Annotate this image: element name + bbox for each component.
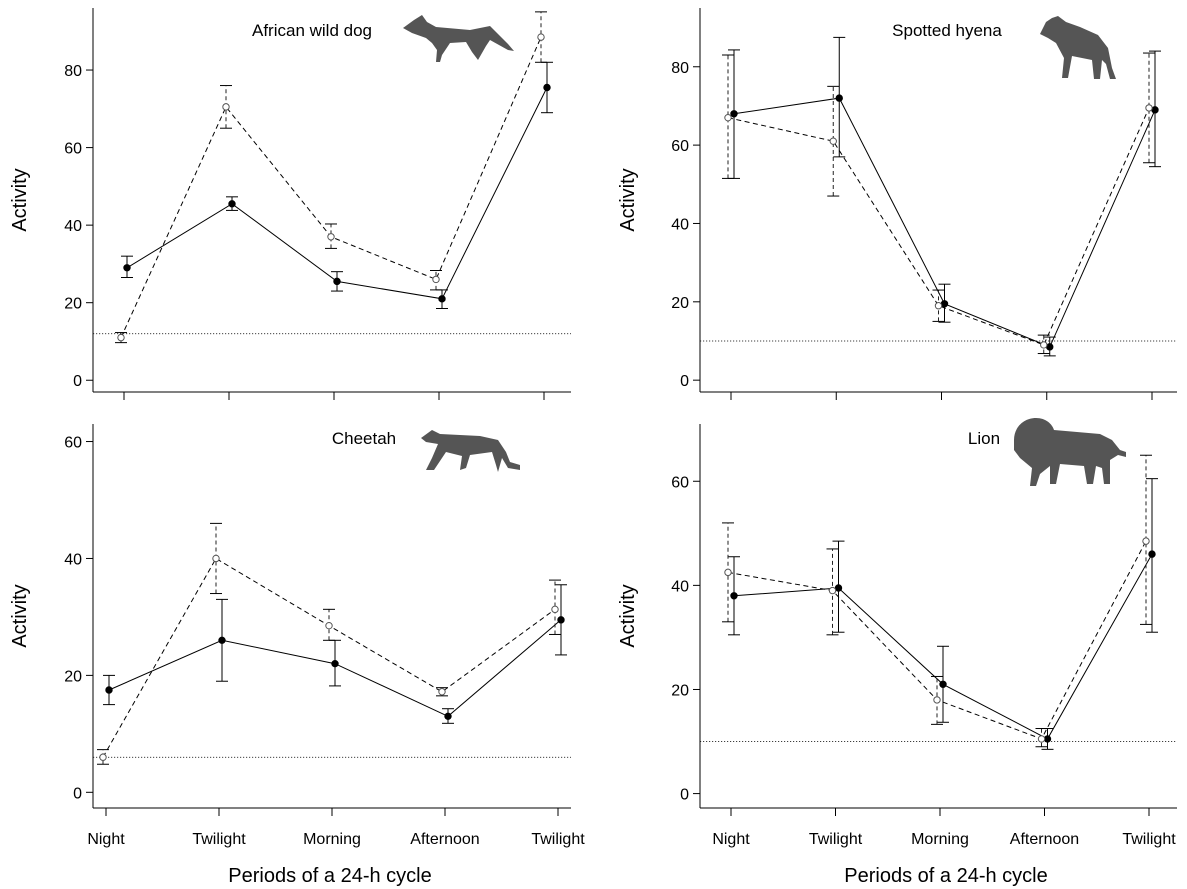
chart-cheetah-series-dashed-point bbox=[325, 621, 333, 630]
chart-cheetah-y-label: Activity bbox=[9, 584, 31, 647]
chart-lion-series-solid-point bbox=[1148, 550, 1156, 558]
chart-lion-x-tick-label: Twilight bbox=[1122, 831, 1176, 848]
chart-lion-series-dashed-point bbox=[933, 696, 941, 704]
chart-lion-series-solid-point bbox=[1043, 735, 1052, 743]
chart-lion-title: Lion bbox=[968, 429, 1000, 448]
chart-cheetah-y-tick-label: 40 bbox=[64, 551, 82, 568]
chart-spotted-hyena-series-dashed-point bbox=[829, 137, 837, 145]
chart-spotted-hyena-series-dashed-point bbox=[724, 113, 732, 122]
figure-x-label-right: Periods of a 24-h cycle bbox=[844, 865, 1047, 887]
chart-african-wild-dog-y-label: Activity bbox=[9, 168, 31, 231]
chart-lion-y-label: Activity bbox=[617, 584, 639, 647]
chart-spotted-hyena-y-tick-label: 0 bbox=[680, 373, 689, 390]
chart-african-wild-dog-series-solid-point bbox=[543, 83, 551, 92]
chart-lion-series-dashed-point bbox=[724, 568, 732, 577]
chart-spotted-hyena-y-tick-label: 40 bbox=[671, 216, 689, 233]
chart-african-wild-dog-series-solid-point bbox=[438, 295, 446, 303]
chart-cheetah-title: Cheetah bbox=[332, 429, 396, 448]
chart-african-wild-dog-series-solid-point bbox=[123, 264, 131, 272]
chart-spotted-hyena-series-solid-point bbox=[1151, 106, 1159, 114]
chart-cheetah-series-solid-point bbox=[218, 636, 226, 645]
chart-spotted-hyena-series-solid-point bbox=[1046, 343, 1054, 351]
chart-lion-series-dashed-point bbox=[1037, 735, 1046, 743]
chart-african-wild-dog-series-dashed-point bbox=[537, 33, 545, 41]
chart-cheetah-x-tick-label: Morning bbox=[303, 831, 361, 848]
lion-silhouette-icon bbox=[1014, 418, 1126, 486]
chart-african-wild-dog-y-tick-label: 20 bbox=[64, 296, 82, 313]
chart-cheetah-series-dashed-point bbox=[99, 753, 107, 761]
chart-spotted-hyena-y-tick-label: 60 bbox=[671, 138, 689, 155]
chart-lion-y-tick-label: 0 bbox=[680, 787, 689, 804]
chart-lion: 0 20 40 60 Night Twilight Morning Afternoon Twil… bbox=[617, 424, 1177, 848]
chart-cheetah-series-solid-point bbox=[557, 616, 565, 624]
chart-lion-series-solid-point bbox=[834, 584, 843, 592]
chart-cheetah-series-solid-point bbox=[105, 686, 113, 694]
chart-lion-x-tick-label: Night bbox=[712, 831, 750, 848]
chart-lion-series-dashed-point bbox=[828, 586, 837, 595]
chart-african-wild-dog-series-dashed-line bbox=[120, 36, 542, 338]
chart-african-wild-dog-y-tick-label: 40 bbox=[64, 218, 82, 235]
chart-lion-y-tick-label: 40 bbox=[671, 578, 689, 595]
chart-spotted-hyena: 0 20 40 60 80 Activity Spotted hyena bbox=[617, 8, 1177, 400]
chart-african-wild-dog-series-solid-point bbox=[333, 277, 341, 286]
chart-cheetah-series-dashed-point bbox=[438, 688, 446, 696]
chart-lion-x-tick-label: Morning bbox=[911, 831, 969, 848]
chart-cheetah-x-tick-label: Afternoon bbox=[410, 831, 479, 848]
chart-lion-y-tick-label: 60 bbox=[671, 474, 689, 491]
chart-cheetah-series-solid-point bbox=[331, 659, 339, 668]
chart-cheetah-x-tick-label: Night bbox=[87, 831, 125, 848]
chart-cheetah-y-tick-label: 0 bbox=[73, 785, 82, 802]
chart-african-wild-dog-series-solid-point bbox=[228, 200, 236, 208]
chart-spotted-hyena-series-solid-point bbox=[730, 110, 738, 118]
chart-cheetah-series-solid-point bbox=[444, 712, 452, 721]
chart-lion-x-tick-label: Afternoon bbox=[1010, 831, 1079, 848]
chart-lion-series-dashed-point bbox=[1142, 537, 1150, 545]
chart-spotted-hyena-series-solid-point bbox=[835, 94, 843, 102]
chart-african-wild-dog-series-dashed-point bbox=[222, 103, 230, 111]
chart-cheetah-x-tick-label: Twilight bbox=[192, 831, 246, 848]
chart-spotted-hyena-y-label: Activity bbox=[617, 168, 639, 231]
chart-african-wild-dog-y-tick-label: 60 bbox=[64, 141, 82, 158]
figure-x-label-left: Periods of a 24-h cycle bbox=[228, 865, 431, 887]
chart-cheetah-x-tick-label: Twilight bbox=[531, 831, 585, 848]
chart-african-wild-dog-series-dashed-point bbox=[327, 233, 335, 241]
chart-spotted-hyena-series-solid-point bbox=[940, 300, 949, 308]
chart-african-wild-dog: 0 20 40 60 80 Activity African wild dog bbox=[9, 8, 571, 400]
chart-cheetah-y-tick-label: 20 bbox=[64, 668, 82, 685]
chart-spotted-hyena-series-dashed-point bbox=[1040, 341, 1048, 349]
chart-lion-x-tick-label: Twilight bbox=[809, 831, 863, 848]
chart-african-wild-dog-series-solid-line bbox=[126, 87, 548, 300]
chart-spotted-hyena-y-tick-label: 80 bbox=[671, 60, 689, 77]
chart-cheetah: 0 20 40 60 Night Twilight Morning Afternoon Twil… bbox=[9, 424, 585, 848]
chart-lion-y-tick-label: 20 bbox=[671, 682, 689, 699]
chart-african-wild-dog-series-dashed-point bbox=[432, 275, 440, 284]
chart-cheetah-series-dashed-point bbox=[551, 605, 559, 614]
spotted-hyena-silhouette-icon bbox=[1040, 16, 1116, 79]
chart-lion-series-solid-point bbox=[730, 592, 738, 600]
chart-lion-series-solid-point bbox=[939, 680, 947, 688]
chart-african-wild-dog-y-tick-label: 80 bbox=[64, 63, 82, 80]
chart-african-wild-dog-series-dashed-point bbox=[117, 333, 125, 342]
chart-spotted-hyena-title: Spotted hyena bbox=[892, 21, 1002, 40]
chart-cheetah-y-tick-label: 60 bbox=[64, 435, 82, 452]
chart-spotted-hyena-series-dashed-point bbox=[934, 302, 943, 310]
chart-african-wild-dog-y-tick-label: 0 bbox=[73, 373, 82, 390]
chart-spotted-hyena-y-tick-label: 20 bbox=[671, 295, 689, 312]
chart-cheetah-series-dashed-point bbox=[212, 554, 220, 563]
african-wild-dog-silhouette-icon bbox=[403, 15, 514, 62]
chart-spotted-hyena-series-dashed-point bbox=[1145, 104, 1153, 112]
chart-african-wild-dog-title: African wild dog bbox=[252, 21, 372, 40]
chart-cheetah-series-dashed-line bbox=[102, 557, 556, 758]
cheetah-silhouette-icon bbox=[421, 430, 520, 472]
chart-spotted-hyena-series-dashed-line bbox=[727, 107, 1150, 346]
